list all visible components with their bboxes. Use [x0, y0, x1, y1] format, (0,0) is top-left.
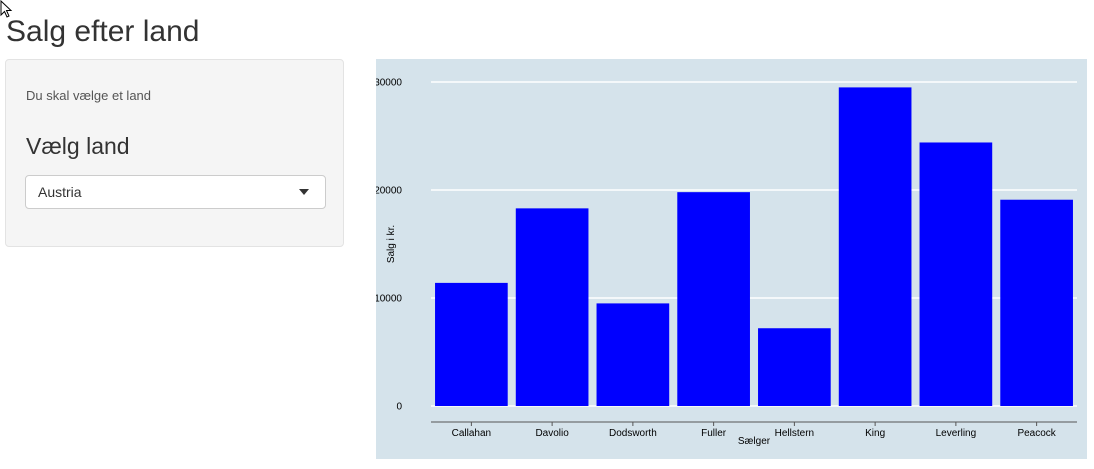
x-tick-label: Dodsworth	[609, 428, 657, 439]
x-tick-label: Davolio	[535, 428, 569, 439]
x-tick-label: King	[865, 428, 885, 439]
y-tick-label: 30000	[376, 78, 402, 89]
caret-down-icon	[299, 189, 309, 195]
x-tick-label: Leverling	[936, 428, 977, 439]
country-select[interactable]: Austria	[25, 175, 326, 209]
sales-chart: 0 10000 20000 30000 Callahan Davolio Dodswort…	[376, 59, 1087, 459]
bar-dodsworth	[596, 303, 670, 406]
bar-peacock	[1000, 199, 1073, 406]
sidebar-panel: Du skal vælge et land Vælg land Austria	[5, 59, 344, 247]
bar-davolio	[515, 208, 589, 406]
country-select-value: Austria	[38, 184, 82, 200]
bar-chart-svg: 0 10000 20000 30000 Callahan Davolio Dodswort…	[376, 59, 1087, 459]
y-axis-title: Salg i kr.	[386, 225, 397, 263]
x-tick-label: Fuller	[701, 428, 727, 439]
mouse-pointer-icon	[0, 0, 13, 18]
y-tick-label: 20000	[376, 186, 402, 197]
bar-callahan	[435, 282, 508, 406]
x-axis-title: Sælger	[738, 436, 771, 447]
x-tick-label: Peacock	[1017, 428, 1056, 439]
help-text: Du skal vælge et land	[26, 88, 152, 103]
bar-fuller	[677, 192, 750, 406]
x-tick-label: Callahan	[452, 428, 491, 439]
page-title: Salg efter land	[6, 15, 200, 48]
country-select-label: Vælg land	[26, 133, 130, 159]
x-tick-label: Hellstern	[775, 428, 814, 439]
bars	[435, 87, 1073, 407]
bar-hellstern	[758, 328, 831, 406]
axes: Callahan Davolio Dodsworth Fuller Hellstern K…	[386, 225, 1077, 447]
y-tick-label: 10000	[376, 294, 402, 305]
y-tick-label: 0	[396, 402, 402, 413]
bar-king	[838, 87, 912, 407]
bar-leverling	[919, 142, 993, 406]
